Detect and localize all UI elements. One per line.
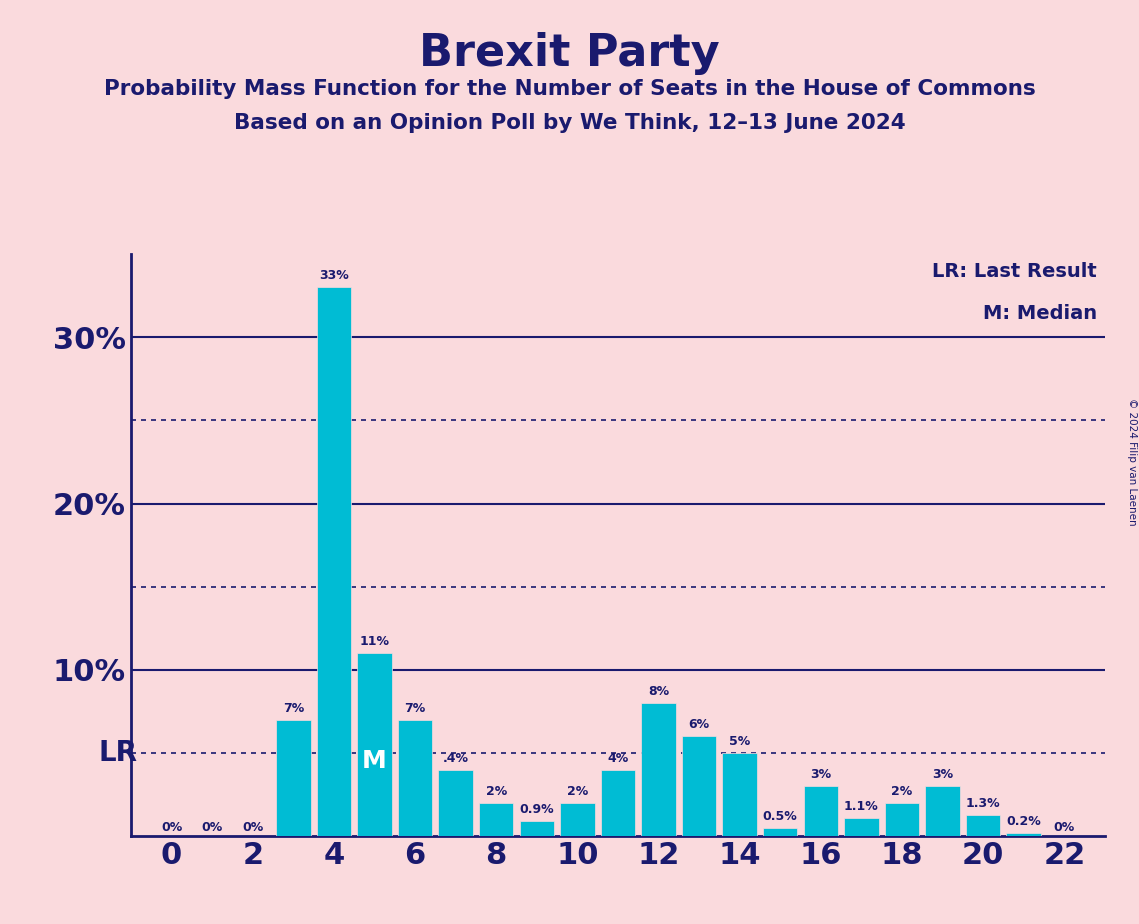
Text: 7%: 7% [282,702,304,715]
Text: 0.5%: 0.5% [763,810,797,823]
Text: 0.9%: 0.9% [519,803,554,816]
Text: Probability Mass Function for the Number of Seats in the House of Commons: Probability Mass Function for the Number… [104,79,1035,99]
Text: © 2024 Filip van Laenen: © 2024 Filip van Laenen [1126,398,1137,526]
Bar [763,828,797,836]
Bar [519,821,554,836]
Text: 5%: 5% [729,736,751,748]
Text: 2%: 2% [892,785,912,798]
Bar [600,770,636,836]
Text: 0%: 0% [202,821,223,833]
Text: 2%: 2% [485,785,507,798]
Bar [803,786,838,836]
Bar [398,720,433,836]
Text: 11%: 11% [360,636,390,649]
Bar [925,786,960,836]
Text: 0%: 0% [243,821,263,833]
Text: 0%: 0% [1054,821,1075,833]
Text: M: M [362,749,387,773]
Bar [885,803,919,836]
Text: 1.3%: 1.3% [966,796,1000,809]
Text: 4%: 4% [607,752,629,765]
Text: .4%: .4% [443,752,468,765]
Bar [317,287,351,836]
Bar [439,770,473,836]
Text: LR: Last Result: LR: Last Result [932,262,1097,282]
Text: 2%: 2% [567,785,588,798]
Text: LR: LR [99,739,138,767]
Bar [722,753,757,836]
Bar [358,653,392,836]
Text: 1.1%: 1.1% [844,800,879,813]
Text: 0.2%: 0.2% [1006,815,1041,828]
Bar [478,803,514,836]
Text: 3%: 3% [810,769,831,782]
Text: 6%: 6% [688,719,710,732]
Bar [276,720,311,836]
Bar [641,703,675,836]
Text: 3%: 3% [932,769,953,782]
Bar [1007,833,1041,836]
Text: M: Median: M: Median [983,304,1097,323]
Bar [682,736,716,836]
Bar [966,815,1000,836]
Text: 33%: 33% [319,270,349,283]
Text: 8%: 8% [648,686,669,699]
Text: Brexit Party: Brexit Party [419,32,720,76]
Text: 0%: 0% [161,821,182,833]
Bar [560,803,595,836]
Bar [844,818,878,836]
Text: Based on an Opinion Poll by We Think, 12–13 June 2024: Based on an Opinion Poll by We Think, 12… [233,113,906,133]
Text: 7%: 7% [404,702,426,715]
